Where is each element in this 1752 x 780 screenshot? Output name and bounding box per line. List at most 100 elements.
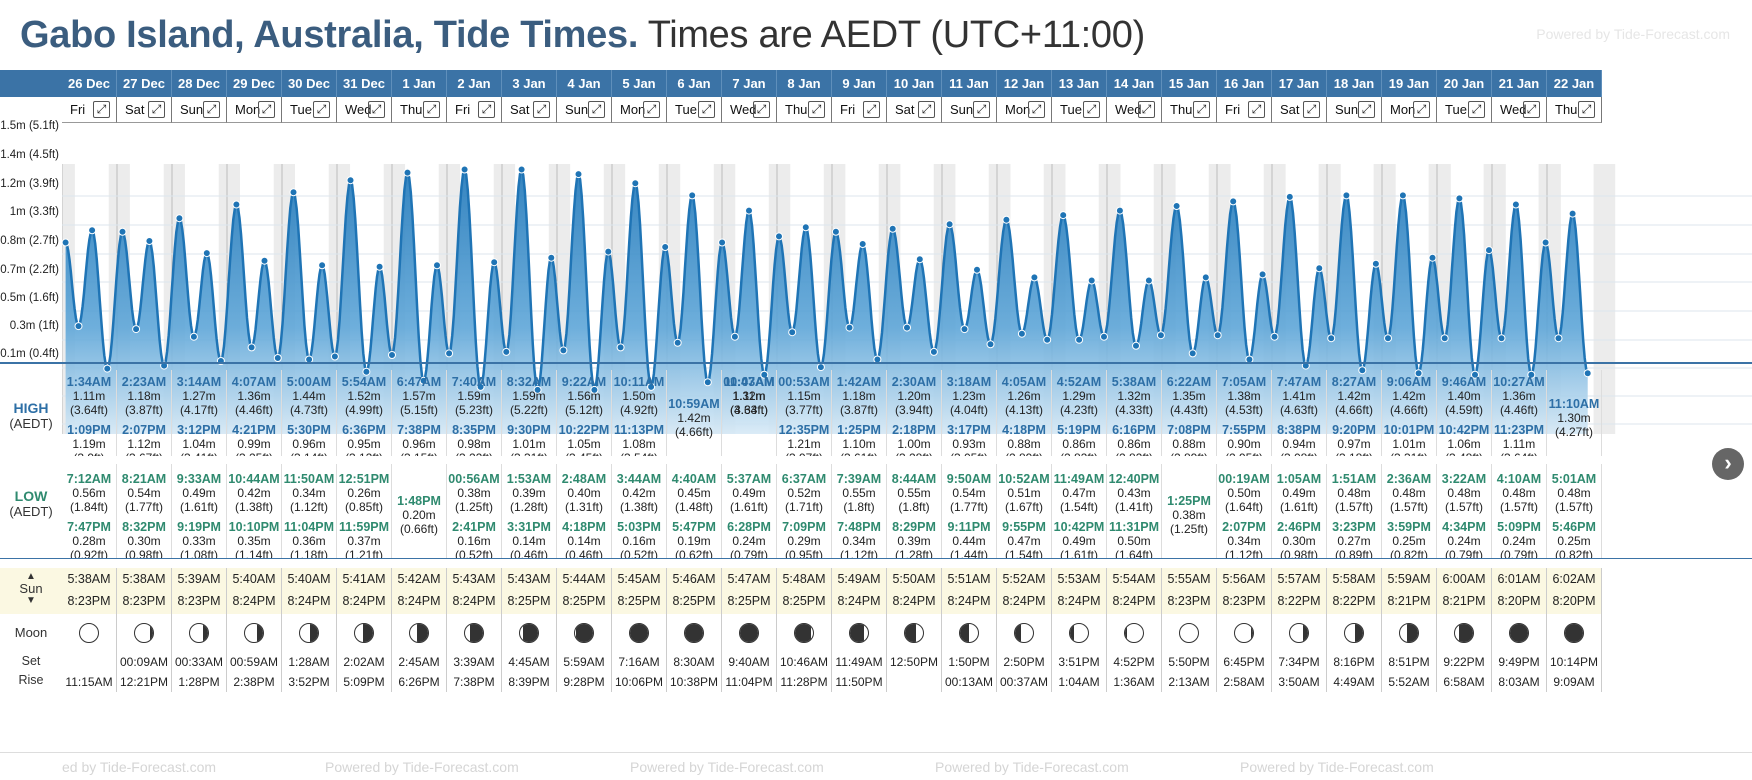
expand-icon[interactable]: ⤢ xyxy=(423,101,440,118)
low-tide-point[interactable] xyxy=(1527,370,1536,379)
low-tide-point[interactable] xyxy=(1497,334,1506,343)
low-tide-point[interactable] xyxy=(673,338,682,347)
expand-icon[interactable]: ⤢ xyxy=(1468,101,1485,118)
low-tide-point[interactable] xyxy=(1017,329,1026,338)
day-header[interactable]: Sun ⤢ xyxy=(942,97,997,123)
expand-icon[interactable]: ⤢ xyxy=(918,101,935,118)
expand-icon[interactable]: ⤢ xyxy=(1138,101,1155,118)
low-tide-point[interactable] xyxy=(845,323,854,332)
low-tide-point[interactable] xyxy=(1213,331,1222,340)
expand-icon[interactable]: ⤢ xyxy=(753,101,770,118)
low-tide-point[interactable] xyxy=(1270,332,1279,341)
day-header[interactable]: Wed ⤢ xyxy=(337,97,392,123)
high-tide-point[interactable] xyxy=(118,227,127,236)
low-tide-point[interactable] xyxy=(1075,335,1084,344)
low-tide-point[interactable] xyxy=(247,343,256,352)
high-tide-point[interactable] xyxy=(831,227,840,236)
high-tide-point[interactable] xyxy=(346,176,355,185)
day-header[interactable]: Sat ⤢ xyxy=(502,97,557,123)
day-header[interactable]: Tue ⤢ xyxy=(1052,97,1107,123)
high-tide-point[interactable] xyxy=(1258,270,1267,279)
day-header[interactable]: Sat ⤢ xyxy=(1272,97,1327,123)
high-tide-point[interactable] xyxy=(1002,215,1011,224)
day-header[interactable]: Thu ⤢ xyxy=(392,97,447,123)
high-tide-point[interactable] xyxy=(1315,264,1324,273)
high-tide-point[interactable] xyxy=(62,238,70,247)
high-tide-point[interactable] xyxy=(1485,246,1493,255)
day-header[interactable]: Thu ⤢ xyxy=(1547,97,1602,123)
expand-icon[interactable]: ⤢ xyxy=(1413,101,1430,118)
high-tide-point[interactable] xyxy=(745,206,753,215)
high-tide-point[interactable] xyxy=(631,179,640,188)
high-tide-point[interactable] xyxy=(517,165,526,174)
low-tide-point[interactable] xyxy=(730,332,739,341)
high-tide-point[interactable] xyxy=(145,237,154,245)
low-tide-point[interactable] xyxy=(1583,369,1592,378)
low-tide-point[interactable] xyxy=(388,351,396,359)
low-tide-point[interactable] xyxy=(273,354,282,362)
low-tide-point[interactable] xyxy=(1188,349,1197,358)
day-header[interactable]: Mon ⤢ xyxy=(997,97,1052,123)
expand-icon[interactable]: ⤢ xyxy=(93,101,110,118)
high-tide-point[interactable] xyxy=(1144,276,1153,285)
high-tide-point[interactable] xyxy=(945,220,954,229)
low-tide-point[interactable] xyxy=(419,376,428,385)
low-tide-point[interactable] xyxy=(502,347,511,356)
low-tide-point[interactable] xyxy=(533,385,542,394)
low-tide-point[interactable] xyxy=(1327,334,1336,343)
high-tide-point[interactable] xyxy=(1087,276,1096,285)
low-tide-point[interactable] xyxy=(1414,369,1423,378)
expand-icon[interactable]: ⤢ xyxy=(533,101,550,118)
day-header[interactable]: Tue ⤢ xyxy=(1437,97,1492,123)
low-tide-point[interactable] xyxy=(1156,331,1165,340)
high-tide-point[interactable] xyxy=(1172,202,1181,210)
low-tide-point[interactable] xyxy=(703,378,712,387)
high-tide-point[interactable] xyxy=(202,249,211,258)
low-tide-point[interactable] xyxy=(132,325,141,334)
high-tide-point[interactable] xyxy=(1568,209,1577,218)
high-tide-point[interactable] xyxy=(260,256,269,265)
low-tide-point[interactable] xyxy=(559,346,568,355)
low-tide-point[interactable] xyxy=(1554,334,1563,343)
low-tide-point[interactable] xyxy=(903,323,911,332)
low-tide-point[interactable] xyxy=(1043,335,1052,344)
high-tide-point[interactable] xyxy=(1201,273,1210,282)
expand-icon[interactable]: ⤢ xyxy=(1578,101,1595,118)
expand-icon[interactable]: ⤢ xyxy=(698,101,715,118)
high-tide-point[interactable] xyxy=(688,191,697,200)
high-tide-point[interactable] xyxy=(289,188,298,197)
low-tide-point[interactable] xyxy=(1440,334,1449,343)
day-header[interactable]: Fri ⤢ xyxy=(832,97,887,123)
day-header[interactable]: Fri ⤢ xyxy=(1217,97,1272,123)
high-tide-point[interactable] xyxy=(1541,238,1550,247)
high-tide-point[interactable] xyxy=(1455,194,1464,203)
low-tide-point[interactable] xyxy=(362,367,371,376)
high-tide-point[interactable] xyxy=(1059,211,1068,220)
high-tide-point[interactable] xyxy=(1030,273,1039,282)
day-header[interactable]: Fri ⤢ xyxy=(447,97,502,123)
day-header[interactable]: Sun ⤢ xyxy=(1327,97,1382,123)
low-tide-point[interactable] xyxy=(590,385,599,394)
day-header[interactable]: Wed ⤢ xyxy=(1492,97,1547,123)
expand-icon[interactable]: ⤢ xyxy=(313,101,330,118)
high-tide-point[interactable] xyxy=(1371,259,1380,268)
day-header[interactable]: Thu ⤢ xyxy=(777,97,832,123)
expand-icon[interactable]: ⤢ xyxy=(148,101,165,118)
low-tide-point[interactable] xyxy=(960,325,969,334)
high-tide-point[interactable] xyxy=(460,165,469,174)
expand-icon[interactable]: ⤢ xyxy=(1193,101,1210,118)
expand-icon[interactable]: ⤢ xyxy=(1303,101,1320,118)
day-header[interactable]: Wed ⤢ xyxy=(1107,97,1162,123)
day-header[interactable]: Mon ⤢ xyxy=(227,97,282,123)
expand-icon[interactable]: ⤢ xyxy=(863,101,880,118)
high-tide-point[interactable] xyxy=(175,214,184,223)
low-tide-point[interactable] xyxy=(1358,366,1367,375)
low-tide-point[interactable] xyxy=(1384,334,1392,343)
high-tide-point[interactable] xyxy=(973,265,981,274)
high-tide-point[interactable] xyxy=(1428,253,1437,262)
low-tide-point[interactable] xyxy=(74,322,83,331)
expand-icon[interactable]: ⤢ xyxy=(1028,101,1045,118)
expand-icon[interactable]: ⤢ xyxy=(973,101,990,118)
high-tide-point[interactable] xyxy=(433,261,441,270)
high-tide-point[interactable] xyxy=(858,240,867,248)
